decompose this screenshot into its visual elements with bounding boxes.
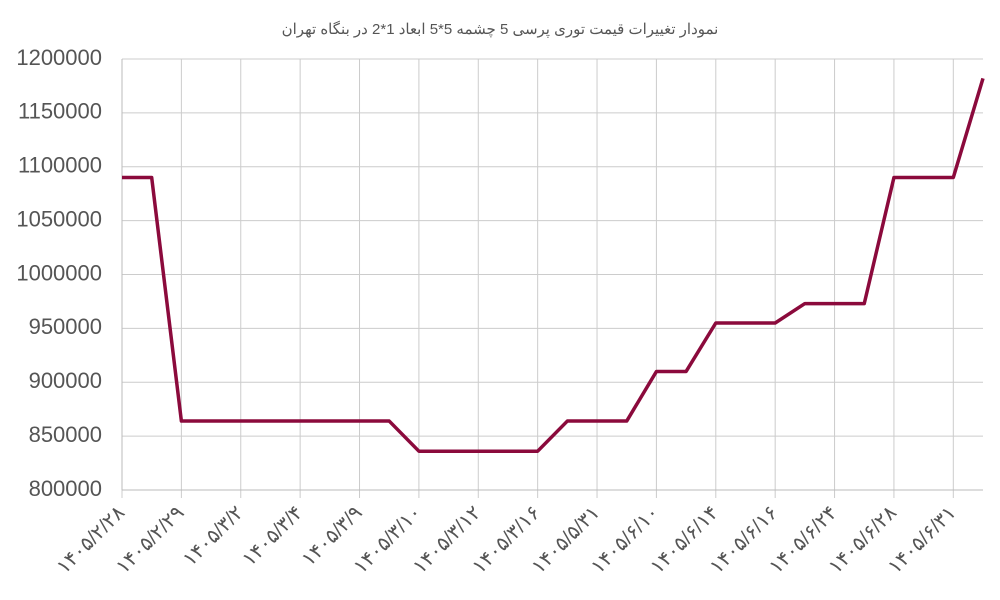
y-tick-label: 1000000 — [16, 260, 102, 285]
chart-title: نمودار تغییرات قیمت توری پرسی 5 چشمه 5*5… — [282, 20, 719, 38]
x-tick-label: ۱۴۰۵/۳/۴ — [238, 502, 307, 571]
y-tick-label: 900000 — [29, 368, 102, 393]
x-tick-label: ۱۴۰۵/۳/۲ — [179, 502, 248, 571]
y-tick-label: 1150000 — [18, 99, 102, 124]
y-tick-label: 1050000 — [16, 206, 102, 231]
y-tick-label: 1200000 — [16, 45, 102, 70]
y-tick-label: 950000 — [29, 314, 102, 339]
line-series — [122, 77, 985, 453]
y-tick-label: 800000 — [29, 476, 102, 501]
y-tick-label: 1100000 — [18, 153, 102, 178]
y-tick-label: 850000 — [29, 422, 102, 447]
